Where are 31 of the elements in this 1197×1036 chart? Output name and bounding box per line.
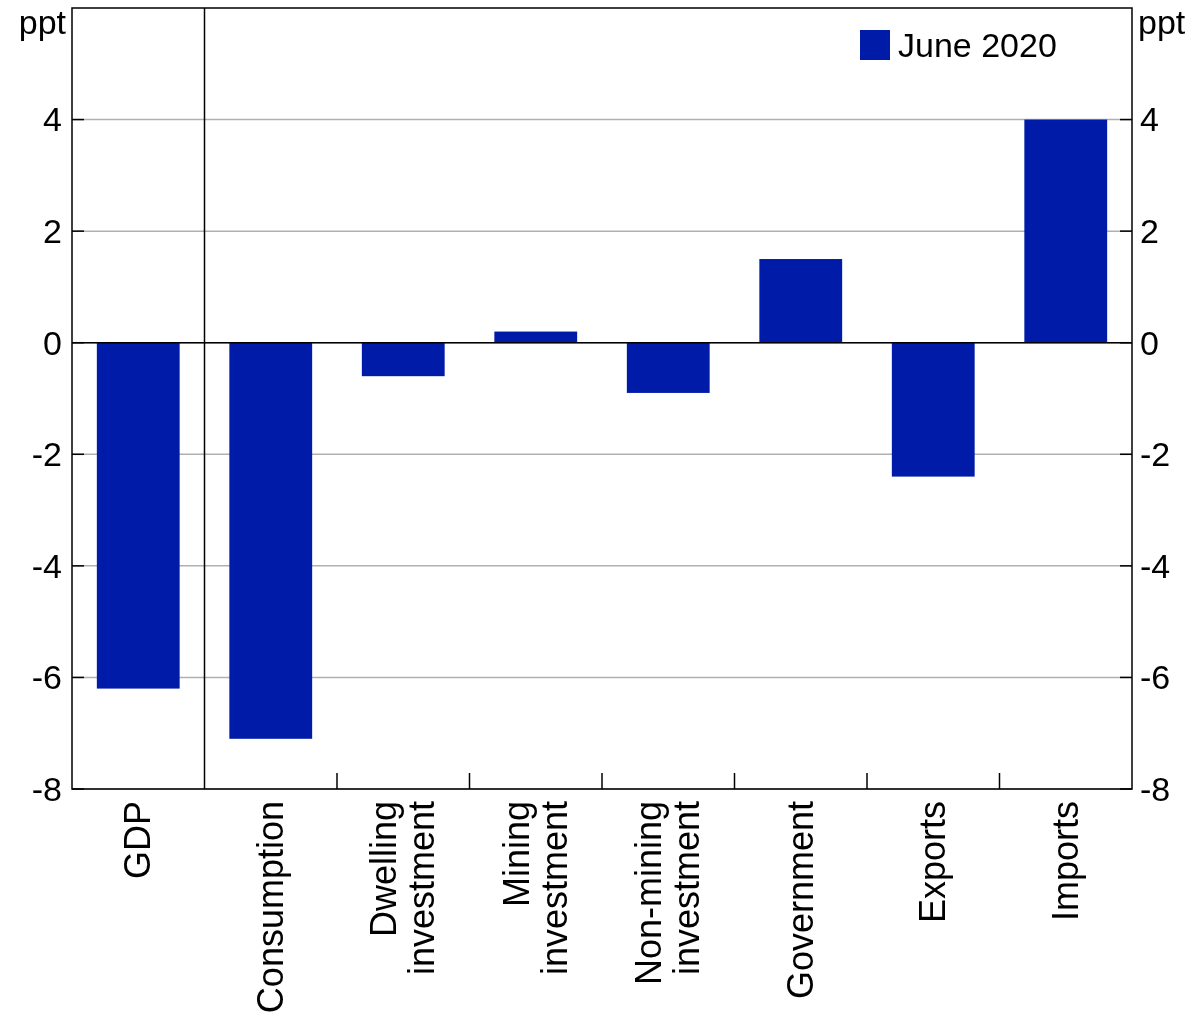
bar xyxy=(361,342,445,377)
y-tick-label: -4 xyxy=(31,546,62,585)
y2-tick-label: 2 xyxy=(1140,212,1159,251)
bar xyxy=(891,342,975,477)
bar xyxy=(229,342,313,739)
y2-tick-label: 0 xyxy=(1140,323,1159,362)
x-tick-label: Imports xyxy=(1044,801,1086,922)
x-tick-label: Consumption xyxy=(249,801,291,1014)
legend-label: June 2020 xyxy=(898,25,1057,64)
x-tick-label: GDP xyxy=(117,801,159,880)
y2-axis-title: ppt xyxy=(1138,3,1186,41)
x-tick-label: Government xyxy=(779,801,821,1000)
bar xyxy=(1024,119,1108,343)
y-tick-label: -8 xyxy=(31,769,62,808)
y2-tick-label: -2 xyxy=(1140,435,1171,474)
x-tick-label: Dwelling investment xyxy=(363,801,443,976)
bar xyxy=(626,342,710,393)
y2-tick-label: -4 xyxy=(1140,546,1171,585)
x-tick-label: Exports xyxy=(912,801,954,924)
bar xyxy=(494,331,578,343)
y-axis-title: ppt xyxy=(18,3,67,41)
y-tick-label: -6 xyxy=(31,658,62,697)
y2-tick-label: -6 xyxy=(1140,658,1171,697)
y2-tick-label: -8 xyxy=(1140,769,1171,808)
y-tick-label: 4 xyxy=(43,100,62,139)
y-tick-label: 0 xyxy=(43,323,62,362)
bar xyxy=(759,259,843,343)
bar xyxy=(96,342,180,689)
y-tick-label: 2 xyxy=(43,212,62,251)
y2-tick-label: 4 xyxy=(1140,100,1159,139)
y-tick-label: -2 xyxy=(31,435,62,474)
